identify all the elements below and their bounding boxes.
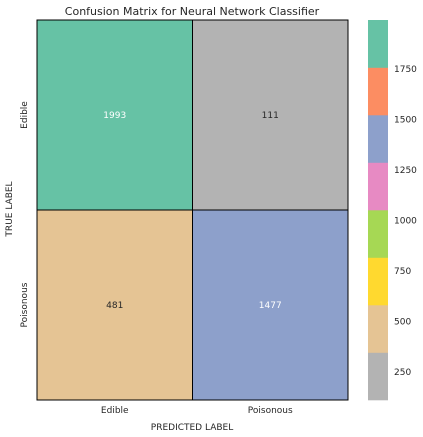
heatmap-cells [36, 19, 349, 401]
heatmap-cell [192, 19, 349, 211]
cell-value-label: 111 [262, 111, 279, 121]
x-axis-label: PREDICTED LABEL [151, 423, 233, 433]
cell-value-label: 1993 [103, 111, 126, 121]
cell-value-label: 1477 [259, 301, 282, 311]
colorbar-band [368, 115, 388, 163]
x-tick-label: Poisonous [248, 406, 293, 416]
heatmap-cell [36, 19, 193, 211]
x-axis-ticks: Edible Poisonous [101, 406, 293, 416]
colorbar-band [368, 67, 388, 116]
colorbar-tick-label: 750 [394, 267, 411, 277]
colorbar-band [368, 210, 388, 258]
heatmap-cell-labels: 1993 111 481 1477 [103, 111, 281, 311]
colorbar-band [368, 162, 388, 211]
colorbar-tick-label: 1000 [394, 216, 417, 226]
heatmap-cell [192, 209, 349, 401]
y-tick-label: Edible [20, 101, 30, 129]
colorbar-tick-label: 500 [394, 317, 411, 327]
colorbar-tick-label: 250 [394, 368, 411, 378]
colorbar-tick-label: 1250 [394, 166, 417, 176]
cell-value-label: 481 [106, 301, 123, 311]
chart-title: Confusion Matrix for Neural Network Clas… [65, 5, 320, 18]
x-tick-label: Edible [101, 406, 129, 416]
colorbar [368, 20, 388, 401]
colorbar-band [368, 305, 388, 353]
colorbar-band [368, 352, 388, 401]
colorbar-tick-label: 1500 [394, 116, 417, 126]
colorbar-ticks: 250 500 750 1000 1250 1500 1750 [394, 65, 417, 378]
colorbar-band [368, 20, 388, 68]
y-axis-label: TRUE LABEL [5, 181, 15, 237]
colorbar-tick-label: 1750 [394, 65, 417, 75]
y-axis-ticks: Edible Poisonous [20, 101, 30, 328]
y-tick-label: Poisonous [20, 282, 30, 327]
colorbar-band [368, 257, 388, 306]
heatmap-cell [36, 209, 193, 401]
